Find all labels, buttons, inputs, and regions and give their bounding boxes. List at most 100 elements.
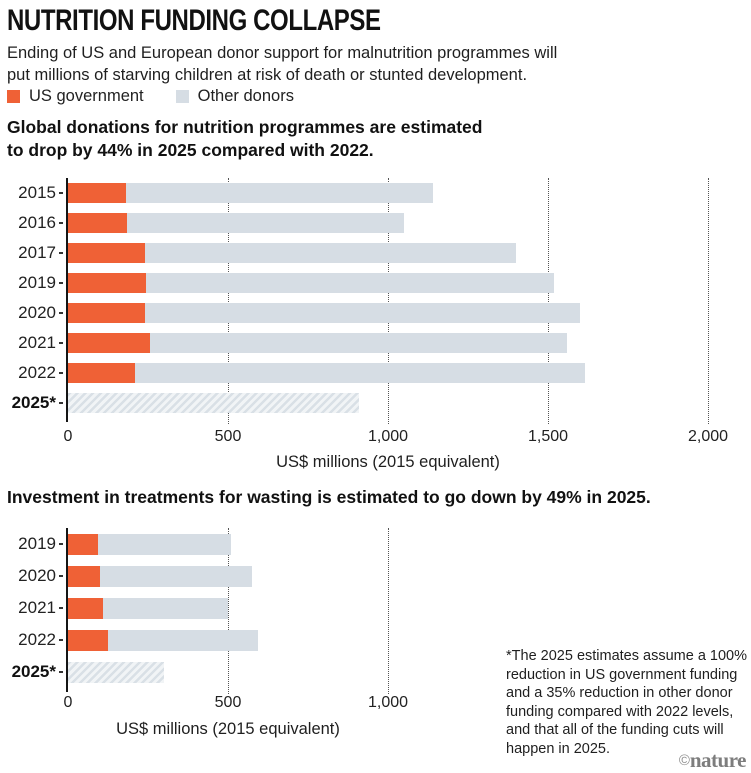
chart2-x-axis-label: US$ millions (2015 equivalent)	[116, 720, 340, 738]
x-tick-label: 1,000	[367, 428, 409, 445]
us-government-bar-segment	[68, 273, 147, 293]
y-tick-icon	[59, 543, 63, 545]
x-tick-label: 500	[214, 428, 242, 445]
bar-track	[68, 565, 252, 587]
page-title: NUTRITION FUNDING COLLAPSE	[7, 4, 381, 37]
y-axis-label: 2021	[18, 333, 56, 352]
bar-row: 2019	[0, 528, 751, 560]
x-tick-label: 500	[214, 694, 242, 711]
y-tick-icon	[59, 671, 63, 673]
y-axis-label: 2019	[18, 273, 56, 292]
legend-item-other-donors: Other donors	[175, 87, 294, 106]
x-tick-label: 1,000	[367, 694, 409, 711]
y-axis-label: 2015	[18, 183, 56, 202]
y-axis-line	[66, 178, 68, 422]
subtitle-line-1: Ending of US and European donor support …	[7, 44, 558, 62]
bar-track	[68, 333, 568, 353]
y-tick-icon	[59, 402, 63, 404]
y-axis-label: 2022	[18, 630, 56, 649]
chart2-plot-area: 2019 2020 2021 2022 2025*	[0, 528, 751, 694]
footnote-line: happen in 2025.	[506, 740, 611, 757]
bar-row: 2019	[0, 268, 751, 298]
gridline	[707, 178, 709, 424]
y-tick-icon	[59, 312, 63, 314]
y-tick-icon	[59, 252, 63, 254]
other-donors-bar-segment	[108, 629, 259, 651]
y-tick-icon	[59, 607, 63, 609]
us-government-bar-segment	[68, 597, 104, 619]
legend-label: Other donors	[197, 87, 294, 105]
x-tick-label: 0	[63, 694, 73, 711]
chart1-heading: Global donations for nutrition programme…	[7, 116, 482, 162]
bar-track	[68, 363, 585, 383]
other-donors-bar-segment	[144, 303, 580, 323]
copyright-icon: ©	[678, 752, 690, 769]
nature-credit: ©nature	[678, 748, 747, 773]
us-government-bar-segment	[68, 303, 145, 323]
other-donors-bar-segment	[98, 533, 232, 555]
bar-row: 2022	[0, 358, 751, 388]
bar-row: 2022	[0, 624, 751, 656]
y-axis-label: 2025*	[11, 662, 56, 681]
us-government-swatch-icon	[7, 90, 20, 103]
y-axis-label: 2021	[18, 598, 56, 617]
chart1-heading-line-2: to drop by 44% in 2025 compared with 202…	[7, 140, 374, 160]
gridline	[227, 178, 229, 424]
gridline	[387, 178, 389, 424]
x-tick-label: 2,000	[687, 428, 729, 445]
gridline	[547, 178, 549, 424]
bar-row: 2016	[0, 208, 751, 238]
bar-row: 2020	[0, 560, 751, 592]
chart1-plot-area: 2015 2016 2017 2019 2020 2021 2022 2025*	[0, 178, 751, 424]
other-donors-bar-segment	[127, 213, 404, 233]
y-tick-icon	[59, 222, 63, 224]
other-donors-bar-segment	[100, 565, 252, 587]
bar-row: 2025*	[0, 388, 751, 418]
other-donors-bar-segment	[103, 597, 228, 619]
other-donors-swatch-icon	[175, 90, 189, 103]
footnote-line: and that all of the funding cuts will	[506, 722, 724, 738]
bar-track	[68, 393, 360, 413]
bar-track	[68, 597, 228, 619]
y-axis-label: 2025*	[11, 393, 56, 412]
footnote: *The 2025 estimates assume a 100% reduct…	[506, 647, 750, 758]
other-donors-bar-segment	[125, 183, 433, 203]
chart2-heading: Investment in treatments for wasting is …	[7, 486, 651, 509]
estimated-other-donors-bar-segment	[68, 661, 164, 683]
footnote-line: and a 35% reduction in other donor	[506, 685, 733, 701]
us-government-bar-segment	[68, 565, 100, 587]
bar-track	[68, 273, 555, 293]
y-tick-icon	[59, 192, 63, 194]
legend-item-us-government: US government	[7, 87, 144, 106]
chart2-heading-line-1: Investment in treatments for wasting is …	[7, 487, 651, 507]
gridline	[227, 528, 229, 694]
us-government-bar-segment	[68, 213, 128, 233]
footnote-line: funding compared with 2022 levels,	[506, 703, 734, 720]
bar-row: 2017	[0, 238, 751, 268]
bar-row: 2020	[0, 298, 751, 328]
y-axis-label: 2016	[18, 213, 56, 232]
footnote-line: *The 2025 estimates assume a 100%	[506, 648, 747, 664]
y-tick-icon	[59, 342, 63, 344]
y-tick-icon	[59, 372, 63, 374]
y-axis-label: 2020	[18, 303, 56, 322]
bar-track	[68, 661, 164, 683]
y-axis-label: 2019	[18, 534, 56, 553]
estimated-other-donors-bar-segment	[68, 393, 360, 413]
subtitle-line-2: put millions of starving children at ris…	[7, 66, 528, 84]
us-government-bar-segment	[68, 533, 99, 555]
bar-track	[68, 303, 580, 323]
us-government-bar-segment	[68, 629, 108, 651]
y-tick-icon	[59, 282, 63, 284]
bar-track	[68, 243, 516, 263]
legend: US government Other donors	[7, 87, 326, 106]
other-donors-bar-segment	[146, 273, 555, 293]
bar-row: 2021	[0, 328, 751, 358]
chart1-heading-line-1: Global donations for nutrition programme…	[7, 117, 483, 137]
bar-row: 2025*	[0, 656, 751, 688]
footnote-line: reduction in US government funding	[506, 666, 738, 683]
other-donors-bar-segment	[135, 363, 585, 383]
y-tick-icon	[59, 575, 63, 577]
x-tick-label: 0	[63, 428, 73, 445]
